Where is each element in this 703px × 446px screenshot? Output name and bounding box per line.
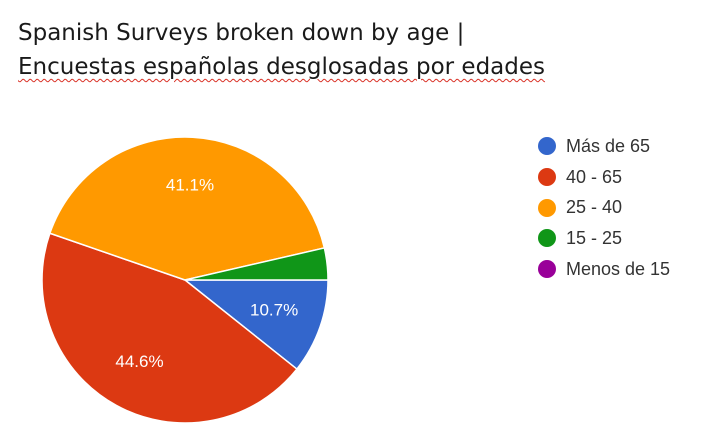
chart-legend: Más de 65 40 - 65 25 - 40 15 - 25 Menos de 1… [538, 131, 670, 284]
legend-item-40-65: 40 - 65 [538, 162, 670, 193]
legend-label: 40 - 65 [566, 166, 623, 187]
pie-label-25-40: 41.1% [166, 175, 214, 194]
legend-item-25-40: 25 - 40 [538, 192, 670, 223]
legend-label: 25 - 40 [566, 197, 623, 218]
chart-title: Spanish Surveys broken down by age | Enc… [18, 16, 545, 84]
chart-title-line-2: Encuestas españolas desglosadas por edad… [18, 54, 546, 80]
legend-swatch-icon [538, 137, 556, 156]
legend-swatch-icon [538, 198, 556, 217]
pie-slice-15-25 [184, 247, 329, 281]
pie-slice-40-65 [41, 232, 298, 424]
legend-swatch-icon [538, 260, 556, 279]
chart-title-line-1: Spanish Surveys broken down by age | [18, 20, 465, 46]
legend-item-m-s-de-65: Más de 65 [538, 131, 670, 162]
legend-item-menos-de-15: Menos de 15 [538, 254, 670, 285]
legend-swatch-icon [538, 168, 556, 187]
legend-label: Menos de 15 [566, 258, 671, 279]
pie-slice-m-s-de-65 [182, 279, 329, 371]
legend-label: Más de 65 [566, 135, 651, 156]
legend-item-15-25: 15 - 25 [538, 223, 670, 254]
pie-label-40-65: 44.6% [115, 352, 163, 371]
pie-label-m-s-de-65: 10.7% [250, 301, 298, 320]
legend-swatch-icon [538, 229, 556, 248]
legend-label: 15 - 25 [566, 227, 623, 248]
pie-slice-25-40 [48, 136, 326, 281]
